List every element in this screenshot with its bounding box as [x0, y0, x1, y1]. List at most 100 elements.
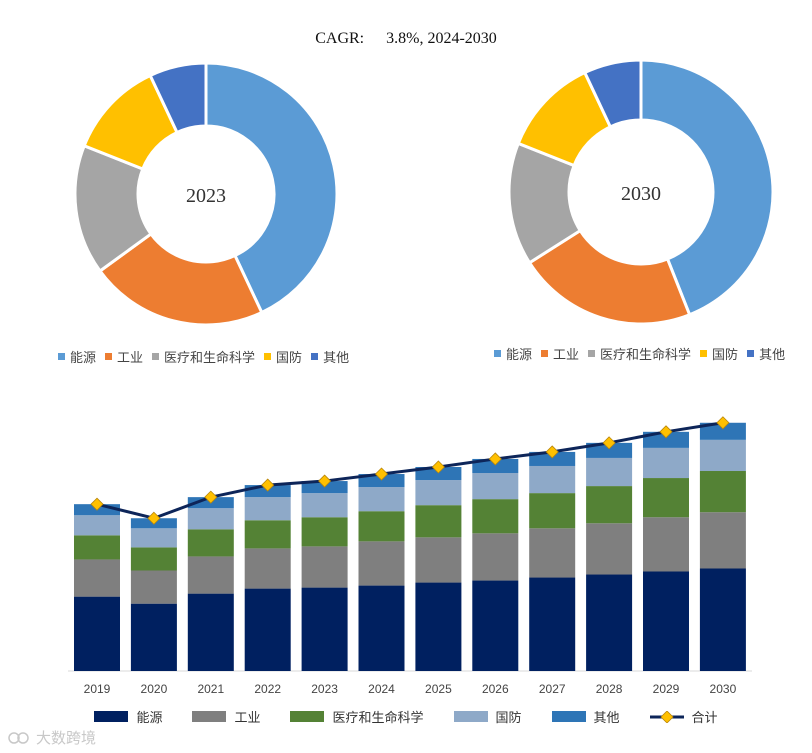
- x-tick-label: 2020: [141, 682, 168, 696]
- bar-segment: [74, 535, 120, 560]
- cagr-value: 3.8%, 2024-2030: [386, 30, 497, 47]
- donut-slice-2: [97, 231, 264, 327]
- legend-item: 国防: [264, 347, 302, 366]
- bar-segment: [358, 487, 405, 512]
- legend-label: 工业: [553, 348, 580, 363]
- legend-item: 国防: [700, 344, 738, 363]
- legend-label: 医疗和生命科学: [332, 711, 424, 726]
- total-marker: [90, 497, 104, 511]
- legend-item: 能源: [494, 344, 532, 363]
- legend-label: 其他: [593, 711, 620, 726]
- bar-segment: [643, 447, 689, 479]
- bar-segment: [643, 478, 689, 518]
- total-marker: [147, 511, 161, 525]
- legend-item: 工业: [105, 347, 143, 366]
- x-tick-label: 2023: [311, 682, 338, 696]
- bar-segment: [529, 493, 576, 529]
- legend-label: 国防: [276, 351, 303, 366]
- bar-chart-legend: 能源 工业 医疗和生命科学 国防 其他 合计: [0, 707, 812, 726]
- total-marker: [261, 478, 275, 492]
- legend-item: 医疗和生命科学: [290, 707, 424, 726]
- bar-segment: [699, 439, 746, 472]
- donut-slice-5: [582, 58, 643, 129]
- bar-segment: [472, 533, 519, 581]
- donut-chart-2023: 2023: [73, 61, 339, 327]
- bar-segment: [187, 508, 234, 530]
- bar-segment: [358, 585, 405, 671]
- total-line: [96, 421, 724, 520]
- bar-segment: [529, 451, 576, 466]
- bar-segment: [586, 574, 633, 671]
- x-tick-label: 2026: [482, 682, 509, 696]
- x-tick-label: 2025: [425, 682, 452, 696]
- legend-swatch: [94, 711, 129, 722]
- legend-swatch: [700, 350, 708, 357]
- legend-item: 国防: [453, 707, 522, 726]
- legend-item: 能源: [94, 707, 162, 726]
- bar-segment: [244, 588, 291, 671]
- bar-segment: [529, 465, 576, 494]
- total-marker: [659, 425, 673, 439]
- bar-segment: [529, 528, 576, 578]
- bar-segment: [244, 520, 291, 549]
- legend-swatch: [58, 353, 65, 360]
- legend-label: 能源: [506, 348, 533, 363]
- donut-legend-2030: 能源 工业 医疗和生命科学 国防 其他: [494, 344, 794, 363]
- legend-label: 国防: [495, 711, 522, 726]
- total-marker: [602, 436, 616, 450]
- bar-segment: [74, 559, 120, 597]
- bar-segment: [643, 517, 689, 572]
- bar-segment: [699, 512, 746, 569]
- bar-segment: [187, 529, 234, 557]
- bar-segment: [358, 511, 405, 542]
- bar-segment: [472, 458, 519, 474]
- total-marker: [716, 416, 730, 430]
- legend-label: 能源: [70, 351, 97, 366]
- legend-label: 合计: [691, 711, 718, 726]
- bar-segment: [699, 471, 746, 513]
- bar-segment: [301, 517, 348, 547]
- legend-swatch: [494, 350, 501, 357]
- legend-swatch: [105, 353, 113, 360]
- bar-segment: [699, 422, 746, 440]
- total-marker: [488, 452, 502, 466]
- legend-label: 能源: [136, 711, 163, 726]
- legend-item: 其他: [551, 707, 620, 726]
- total-marker: [431, 460, 445, 474]
- bar-segment: [472, 499, 519, 534]
- legend-item: 医疗和生命科学: [588, 344, 691, 363]
- bar-segment: [415, 582, 462, 671]
- bar-segment: [358, 541, 405, 586]
- bar-segment: [130, 547, 177, 571]
- legend-item: 其他: [747, 344, 785, 363]
- x-tick-label: 2027: [539, 682, 566, 696]
- total-marker: [545, 445, 559, 459]
- total-marker: [374, 467, 389, 481]
- x-tick-label: 2030: [710, 682, 737, 696]
- legend-label: 其他: [323, 351, 350, 366]
- x-tick-label: 2024: [368, 682, 395, 696]
- bar-segment: [586, 523, 633, 575]
- bar-segment: [529, 577, 576, 671]
- legend-line-swatch: [649, 710, 684, 723]
- legend-label: 医疗和生命科学: [164, 351, 256, 366]
- x-tick-label: 2029: [653, 682, 680, 696]
- legend-swatch: [152, 353, 160, 360]
- legend-swatch: [541, 350, 549, 357]
- legend-item: 医疗和生命科学: [152, 347, 255, 366]
- legend-swatch: [264, 353, 272, 360]
- bar-segment: [130, 570, 177, 604]
- watermark: 大数跨境: [8, 727, 96, 748]
- watermark-logo-icon: [8, 731, 29, 744]
- x-tick-label: 2022: [254, 682, 281, 696]
- donut-legend-2023: 能源 工业 医疗和生命科学 国防 其他: [58, 347, 358, 366]
- legend-label: 工业: [234, 711, 261, 726]
- legend-item: 能源: [58, 347, 96, 366]
- bar-segment: [301, 493, 348, 518]
- donut-slice-2: [527, 228, 692, 326]
- x-tick-label: 2019: [84, 682, 111, 696]
- donut-center-label: 2030: [621, 183, 661, 205]
- bar-segment: [301, 587, 348, 671]
- x-tick-label: 2021: [197, 682, 224, 696]
- bar-segment: [472, 473, 519, 500]
